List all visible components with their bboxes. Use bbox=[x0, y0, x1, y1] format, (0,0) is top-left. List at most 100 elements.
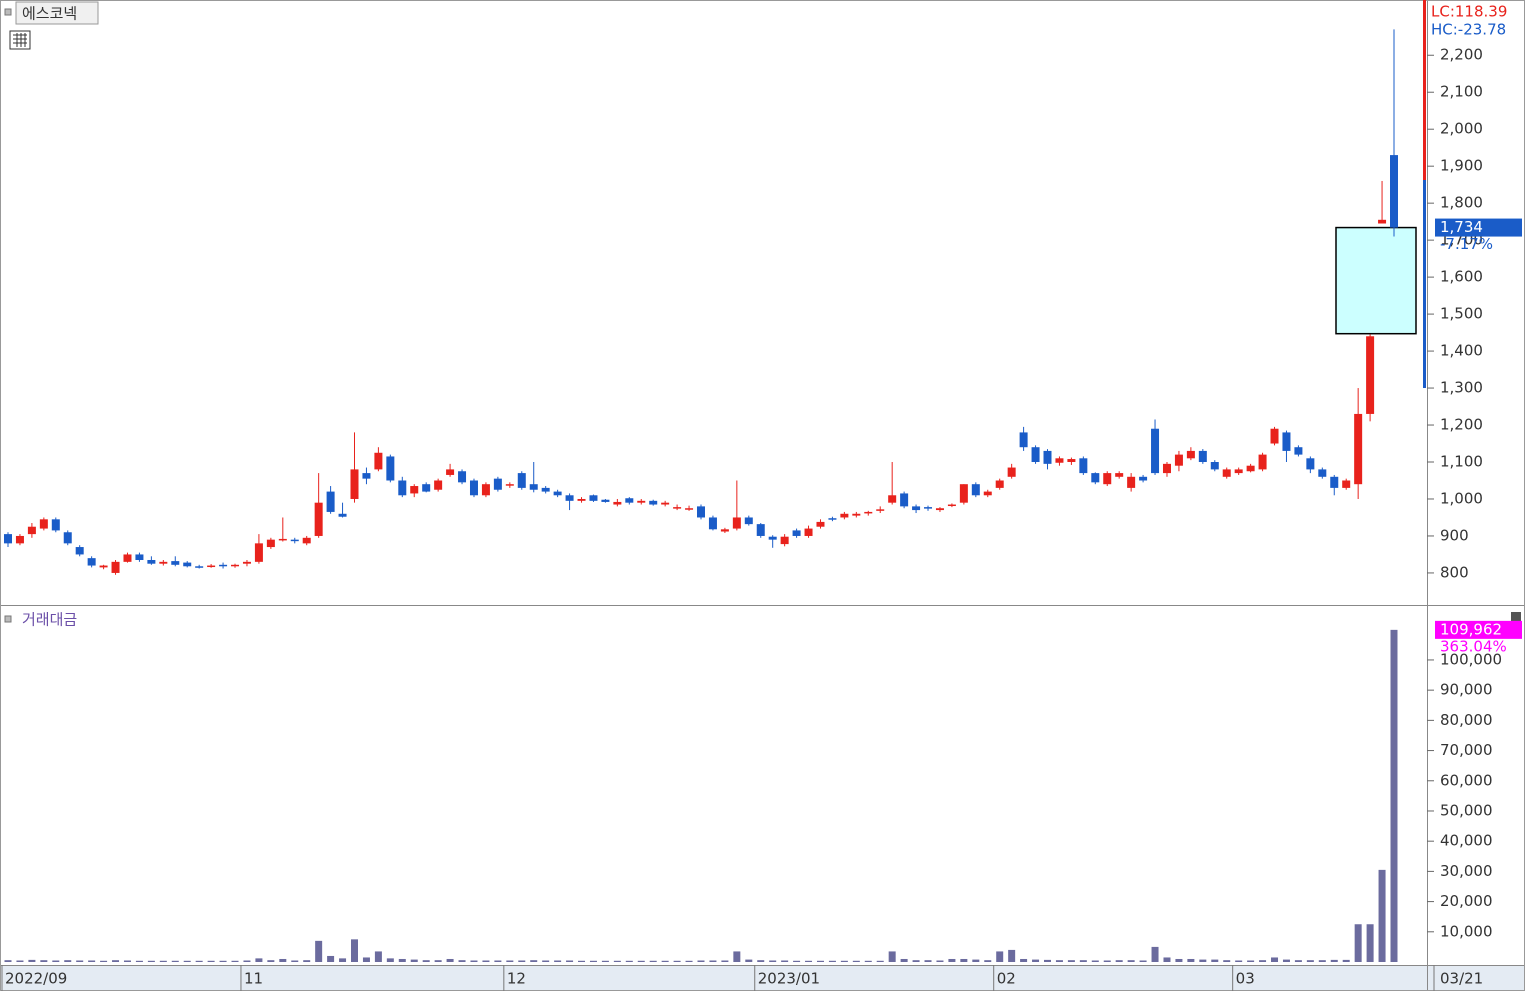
volume-bar bbox=[1044, 959, 1051, 962]
volume-change-label: 363.04% bbox=[1440, 637, 1507, 655]
y-tick-label: 1,800 bbox=[1440, 194, 1483, 212]
volume-bar bbox=[1067, 960, 1075, 962]
range-bar-up bbox=[1423, 0, 1426, 180]
candle-body bbox=[39, 519, 48, 529]
table-icon[interactable] bbox=[9, 30, 31, 50]
candle-body bbox=[900, 493, 909, 507]
volume-bar bbox=[28, 959, 36, 962]
volume-bar bbox=[673, 960, 681, 962]
volume-bar bbox=[542, 960, 550, 962]
candle-body bbox=[171, 561, 180, 565]
candle-body bbox=[266, 539, 275, 548]
volume-bar bbox=[339, 958, 347, 962]
candle-body bbox=[1031, 447, 1040, 463]
candle-body bbox=[924, 507, 933, 509]
candle-body bbox=[338, 513, 347, 517]
candle-body bbox=[350, 469, 359, 499]
candle-body bbox=[458, 471, 467, 483]
volume-bar bbox=[76, 960, 84, 962]
volume-bar bbox=[1306, 960, 1314, 962]
candle-body bbox=[1198, 450, 1207, 463]
volume-bar bbox=[805, 960, 813, 962]
volume-bar bbox=[900, 958, 908, 962]
candle-body bbox=[374, 452, 383, 470]
candle-body bbox=[708, 517, 717, 530]
volume-bar bbox=[1223, 960, 1231, 962]
volume-bar bbox=[1235, 960, 1243, 962]
volume-bar bbox=[1199, 959, 1207, 962]
volume-bar bbox=[530, 960, 538, 962]
volume-bar bbox=[589, 960, 597, 962]
candle-body bbox=[278, 538, 287, 541]
volume-bar bbox=[972, 959, 980, 962]
candle-body bbox=[744, 517, 753, 525]
volume-bar bbox=[1318, 960, 1326, 962]
volume-bar bbox=[243, 960, 251, 962]
candle-body bbox=[493, 478, 502, 490]
volume-bar bbox=[291, 960, 299, 962]
y-tick-label: 1,400 bbox=[1440, 342, 1483, 360]
candle-body bbox=[1354, 413, 1363, 485]
volume-bar bbox=[327, 955, 335, 962]
volume-bar bbox=[1390, 629, 1398, 962]
volume-bar bbox=[267, 960, 275, 962]
y-tick-label: 30,000 bbox=[1440, 862, 1493, 880]
title-box[interactable] bbox=[15, 1, 99, 25]
volume-bar bbox=[255, 958, 263, 962]
candle-body bbox=[864, 511, 873, 514]
candle-body bbox=[637, 500, 646, 503]
candle-body bbox=[135, 554, 144, 560]
volume-bar bbox=[219, 960, 227, 962]
candle-body bbox=[51, 519, 60, 531]
volume-bar bbox=[1139, 960, 1147, 962]
candle-body bbox=[1186, 450, 1195, 459]
candle-body bbox=[123, 554, 132, 562]
candle-body bbox=[983, 491, 992, 496]
y-tick-label: 1,900 bbox=[1440, 157, 1483, 175]
candle-body bbox=[1306, 458, 1315, 470]
candle-body bbox=[1210, 462, 1219, 470]
candle-body bbox=[1234, 469, 1243, 474]
volume-bar bbox=[506, 960, 514, 962]
volume-bar bbox=[159, 960, 167, 962]
panel-icon[interactable] bbox=[4, 8, 12, 16]
volume-bar bbox=[1294, 960, 1302, 962]
candle-body bbox=[159, 561, 168, 564]
candle-body bbox=[529, 484, 538, 490]
highlight-box bbox=[1335, 226, 1417, 335]
candle-body bbox=[207, 565, 216, 568]
volume-bar bbox=[697, 960, 705, 962]
chart-title: 에스코넥 bbox=[22, 5, 77, 23]
candle-body bbox=[768, 536, 777, 540]
candle-body bbox=[589, 495, 598, 501]
candle-body bbox=[912, 506, 921, 511]
volume-bar bbox=[649, 960, 657, 962]
candle-body bbox=[1318, 469, 1327, 477]
candle-body bbox=[1091, 473, 1100, 483]
y-tick-label: 900 bbox=[1440, 526, 1469, 544]
volume-bar bbox=[948, 958, 956, 962]
candle-body bbox=[1390, 155, 1398, 228]
volume-bar bbox=[279, 958, 287, 962]
close-button[interactable] bbox=[1511, 612, 1521, 622]
y-tick-label: 40,000 bbox=[1440, 832, 1493, 850]
candle-body bbox=[1115, 473, 1124, 477]
candle-body bbox=[1019, 432, 1028, 448]
candle-body bbox=[888, 495, 897, 503]
candle-body bbox=[517, 473, 526, 488]
panel-icon[interactable] bbox=[4, 615, 12, 623]
candle-body bbox=[852, 513, 861, 516]
volume-bar bbox=[315, 940, 323, 962]
volume-bar bbox=[769, 960, 777, 962]
candle-body bbox=[27, 526, 36, 535]
candle-body bbox=[1139, 476, 1148, 481]
volume-bar bbox=[410, 959, 418, 962]
candle-body bbox=[231, 564, 240, 567]
volume-bar bbox=[637, 960, 645, 962]
y-tick-label: 1,000 bbox=[1440, 489, 1483, 507]
candle-body bbox=[111, 561, 120, 573]
candle-body bbox=[362, 473, 371, 479]
volume-bar bbox=[625, 960, 633, 962]
candle-body bbox=[995, 480, 1004, 488]
volume-bar bbox=[578, 960, 586, 962]
